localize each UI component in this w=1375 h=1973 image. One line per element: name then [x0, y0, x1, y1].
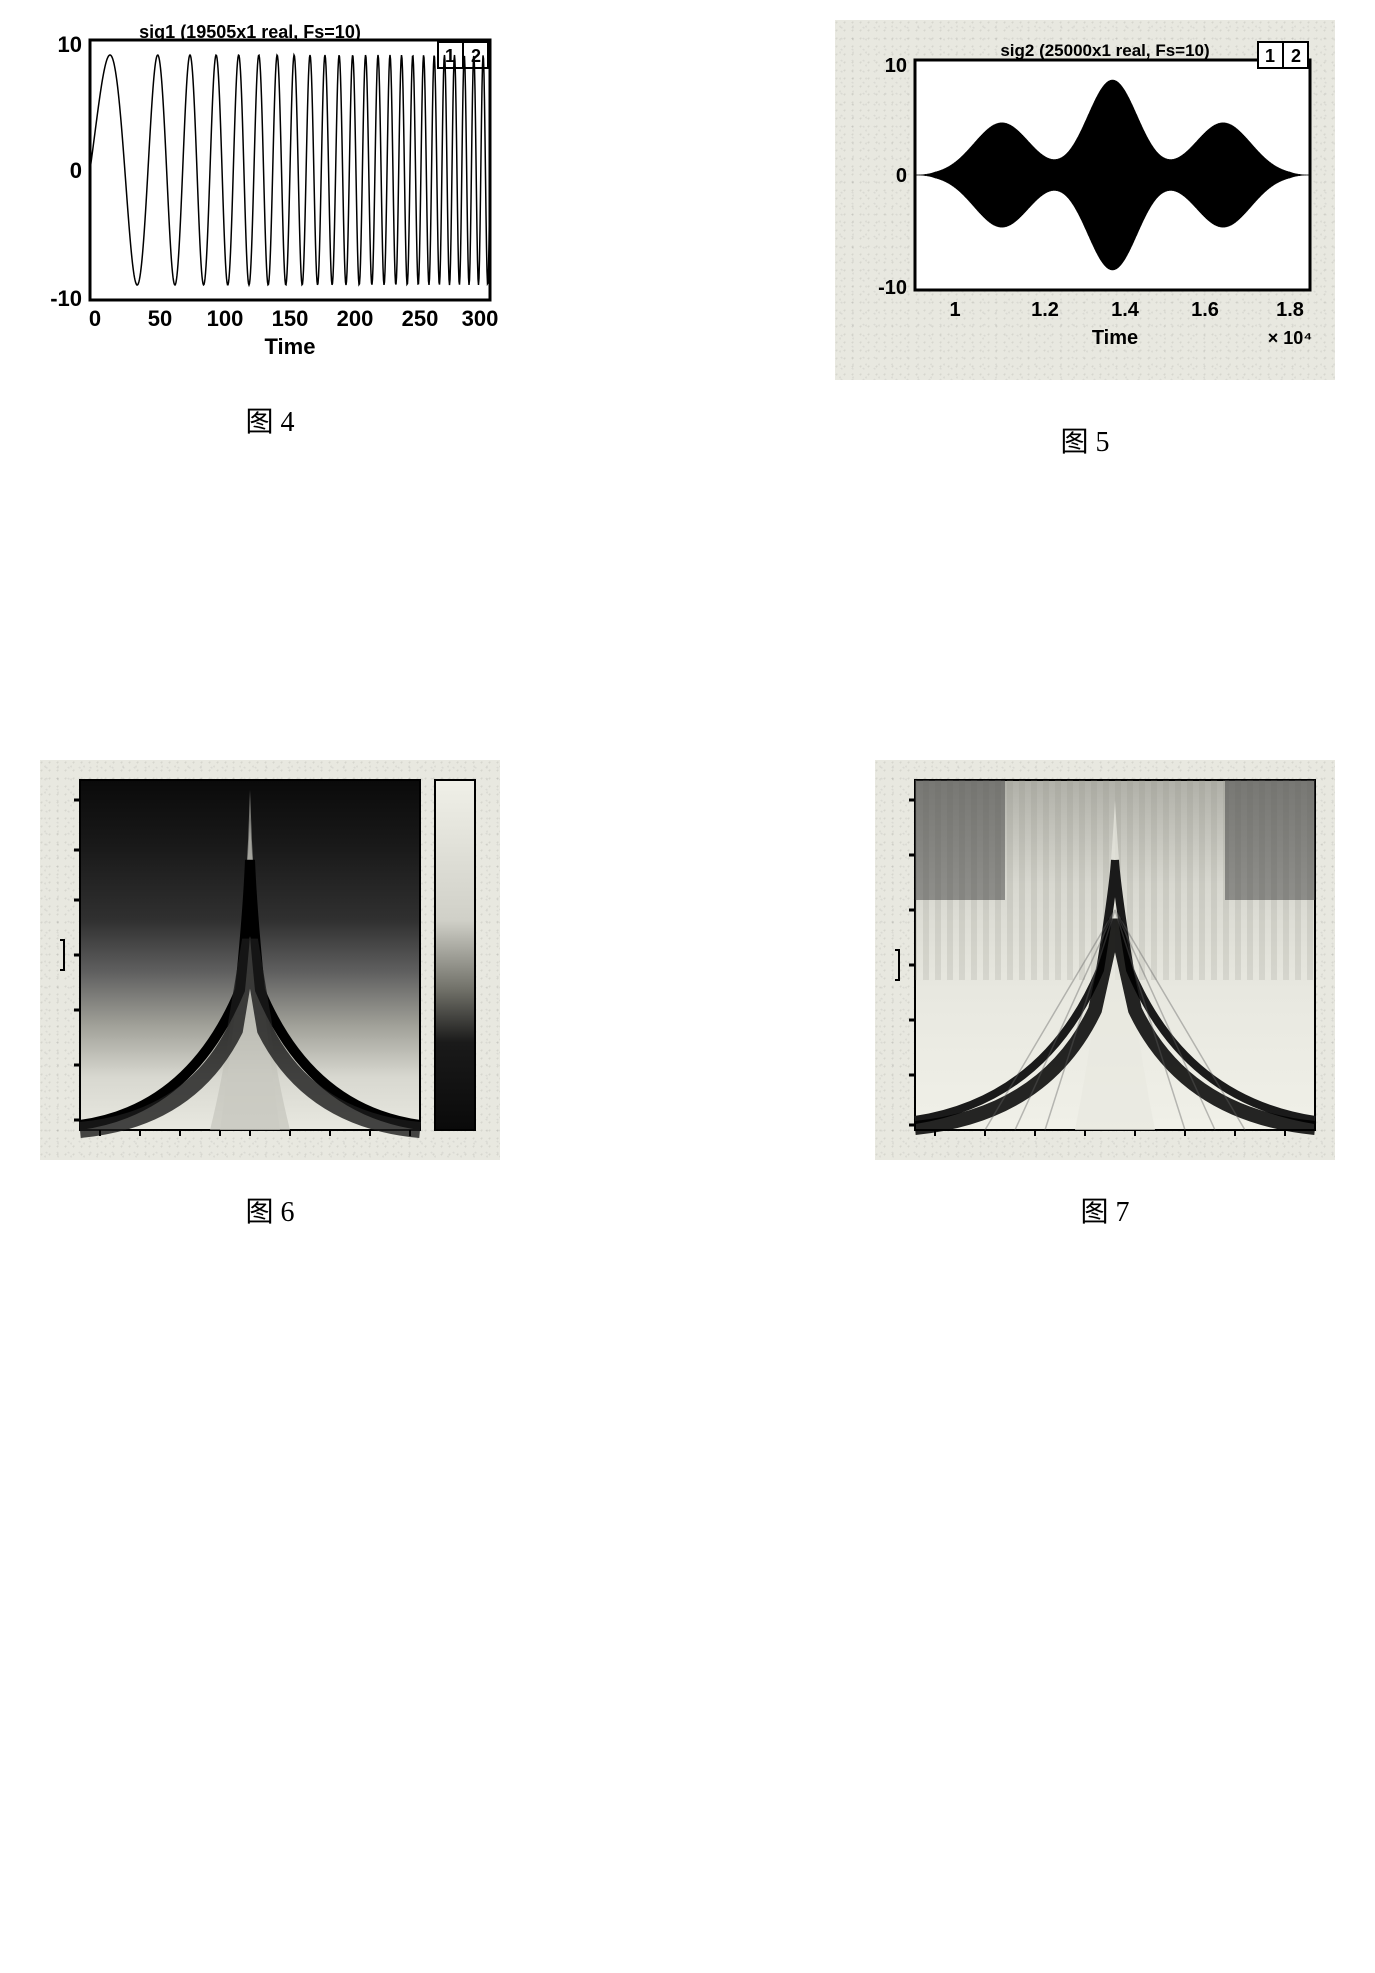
- figure-5-container: sig2 (25000x1 real, Fs=10) 1 2 10 0 -10 …: [835, 20, 1335, 460]
- xtick: 1.6: [1191, 299, 1219, 321]
- figure-7-svg: [875, 760, 1335, 1160]
- figure-5-xexp: × 10⁴: [1268, 328, 1312, 348]
- svg-text:2: 2: [1291, 46, 1301, 66]
- spacer: [40, 480, 1335, 760]
- figure-7-ylabel-mark: [895, 950, 899, 980]
- figure-row-2: 图 6: [40, 760, 1335, 1230]
- figure-6-chart: [40, 760, 500, 1160]
- xtick: 100: [207, 306, 244, 331]
- figure-4-container: sig1 (19505x1 real, Fs=10) 1 2 10 0 -10 …: [40, 20, 500, 460]
- xtick: 1: [949, 299, 960, 321]
- ytick: 10: [885, 55, 907, 77]
- xtick: 1.8: [1276, 299, 1304, 321]
- figure-4-xlabel: Time: [265, 334, 316, 359]
- figure-4-chart: sig1 (19505x1 real, Fs=10) 1 2 10 0 -10 …: [40, 20, 500, 360]
- figure-6-ylabel-mark: [60, 940, 64, 970]
- xtick: 200: [337, 306, 374, 331]
- ytick: -10: [878, 277, 907, 299]
- ytick: 0: [70, 158, 82, 183]
- figure-6-container: 图 6: [40, 760, 500, 1230]
- figure-4-caption: 图 4: [245, 400, 294, 440]
- svg-text:1: 1: [1265, 46, 1275, 66]
- xtick: 1.2: [1031, 299, 1059, 321]
- xtick: 250: [402, 306, 439, 331]
- xtick: 150: [272, 306, 309, 331]
- xtick: 1.4: [1111, 299, 1140, 321]
- figure-4-svg: sig1 (19505x1 real, Fs=10) 1 2 10 0 -10 …: [40, 20, 500, 360]
- ytick: 10: [58, 32, 82, 57]
- svg-text:2: 2: [471, 46, 481, 66]
- figure-7-chart: [875, 760, 1335, 1160]
- figure-5-svg: sig2 (25000x1 real, Fs=10) 1 2 10 0 -10 …: [845, 30, 1325, 370]
- figure-6-colorbar: [435, 780, 475, 1130]
- figure-7-caption: 图 7: [1080, 1190, 1129, 1230]
- figure-7-container: 图 7: [875, 760, 1335, 1230]
- ytick: 0: [896, 165, 907, 187]
- ytick: -10: [50, 286, 82, 311]
- figure-6-svg: [40, 760, 500, 1160]
- figure-5-chart: sig2 (25000x1 real, Fs=10) 1 2 10 0 -10 …: [835, 20, 1335, 380]
- figure-row-1: sig1 (19505x1 real, Fs=10) 1 2 10 0 -10 …: [40, 20, 1335, 460]
- xtick: 0: [89, 306, 101, 331]
- figure-5-legend: 1 2: [1258, 42, 1308, 68]
- figure-5-caption: 图 5: [1060, 420, 1109, 460]
- figure-6-caption: 图 6: [245, 1190, 294, 1230]
- xtick: 50: [148, 306, 172, 331]
- figure-5-xlabel: Time: [1092, 327, 1138, 349]
- figure-5-title: sig2 (25000x1 real, Fs=10): [1000, 41, 1209, 60]
- xtick: 300: [462, 306, 499, 331]
